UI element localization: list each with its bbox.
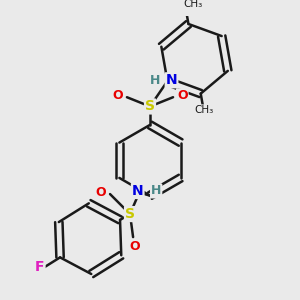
Text: S: S	[125, 207, 135, 221]
Text: CH₃: CH₃	[183, 0, 202, 9]
Text: H: H	[149, 74, 160, 87]
Text: O: O	[177, 89, 188, 102]
Text: F: F	[35, 260, 45, 274]
Text: CH₃: CH₃	[195, 105, 214, 115]
Text: O: O	[95, 186, 106, 199]
Text: O: O	[129, 240, 140, 253]
Text: N: N	[132, 184, 143, 198]
Text: H: H	[151, 184, 161, 197]
Text: N: N	[166, 73, 177, 87]
Text: O: O	[112, 89, 123, 102]
Text: S: S	[145, 99, 155, 113]
